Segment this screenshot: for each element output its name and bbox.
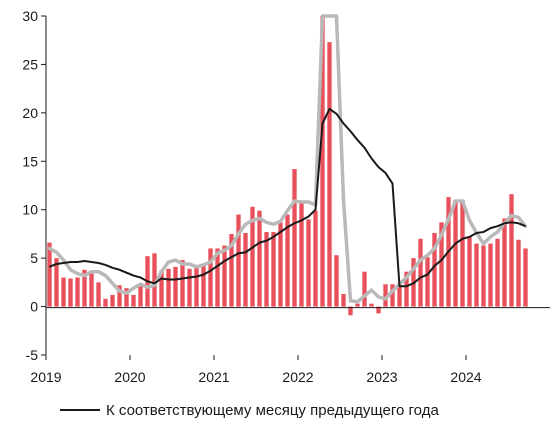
bar [243,232,248,307]
y-tick-label: 20 [22,105,38,121]
bar [47,242,52,307]
bar [257,210,262,307]
y-tick-label: 25 [22,56,38,72]
legend: К соответствующему месяцу предыдущего го… [60,400,439,420]
bar [236,214,241,307]
bar [187,268,192,307]
bar [215,248,220,307]
bar [173,266,178,307]
bar [271,231,276,307]
bar [467,236,472,307]
bar [201,265,206,307]
bar [390,284,395,307]
bar [369,303,374,307]
bar [397,283,402,307]
bar [292,169,297,307]
bar [138,284,143,307]
bar [166,268,171,307]
x-tick-label: 2023 [366,369,397,385]
y-tick-label: 5 [30,250,38,266]
bar [131,294,136,307]
legend-label-yoy: К соответствующему месяцу предыдущего го… [106,401,439,419]
bar [348,306,353,316]
bar [425,257,430,307]
x-tick-label: 2024 [450,369,481,385]
x-tick-label: 2019 [30,369,61,385]
x-tick-label: 2020 [114,369,145,385]
bar [124,288,129,307]
bar [509,194,514,307]
y-tick-label: 15 [22,153,38,169]
bar [250,206,255,307]
bar [432,232,437,307]
bar [103,298,108,307]
yoy-line [49,107,526,288]
bar [159,270,164,307]
bar [89,273,94,307]
bar [376,306,381,314]
bar [306,219,311,307]
bar [222,245,227,307]
bar [82,269,87,307]
bar [278,222,283,307]
y-ticks: -5 0 5 10 15 20 25 30 [22,8,46,363]
chart: -5 0 5 10 15 20 25 30 2019 2020 2021 2022 2023 2024 [22,8,550,385]
axes: -5 0 5 10 15 20 25 30 2019 2020 2021 2022 2023 2024 [22,8,550,385]
bar [152,253,157,307]
y-tick-label: 10 [22,202,38,218]
bar [208,248,213,307]
bar [180,260,185,307]
bar [516,239,521,307]
bar [285,214,290,307]
bar [54,258,59,307]
bar [383,284,388,307]
bar [502,218,507,307]
bar [495,238,500,307]
bar [404,271,409,307]
bar [488,243,493,307]
bar [117,285,122,307]
bar [68,278,73,307]
bar [299,202,304,307]
bar [334,255,339,307]
bar [341,293,346,307]
bar [418,238,423,307]
bar [453,200,458,307]
bar [327,42,332,307]
y-tick-label: -5 [26,347,39,363]
bar [110,294,115,307]
bar [75,277,80,307]
bar [460,200,465,307]
bar [439,222,444,307]
bar [355,303,360,307]
smoothed-line [47,14,528,304]
bar [194,267,199,307]
bar [96,282,101,307]
x-tick-label: 2022 [282,369,313,385]
x-ticks: 2019 2020 2021 2022 2023 2024 [30,355,482,385]
bar [264,231,269,307]
y-tick-label: 0 [30,299,38,315]
bar [523,248,528,307]
bar [474,243,479,307]
y-tick-label: 30 [22,8,38,24]
bar [313,210,318,307]
bar [320,16,325,307]
bar [61,277,66,307]
legend-swatch-yoy [60,409,100,411]
bar [229,233,234,307]
bar [481,245,486,307]
x-tick-label: 2021 [198,369,229,385]
bar [362,271,367,307]
